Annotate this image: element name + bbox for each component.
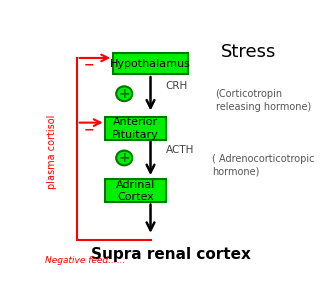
Text: plasma cortisol: plasma cortisol	[47, 114, 57, 189]
Text: CRH: CRH	[166, 81, 188, 91]
Text: +: +	[119, 87, 130, 101]
Text: +: +	[119, 151, 130, 165]
Text: ACTH: ACTH	[166, 145, 194, 155]
Text: ( Adrenocorticotropic
hormone): ( Adrenocorticotropic hormone)	[212, 154, 314, 177]
Text: Hypothalamus: Hypothalamus	[110, 59, 191, 69]
Circle shape	[116, 86, 132, 101]
Text: Stress: Stress	[221, 43, 276, 61]
Text: Adrinal
Cortex: Adrinal Cortex	[116, 180, 155, 202]
Circle shape	[116, 151, 132, 165]
Text: (Corticotropin
releasing hormone): (Corticotropin releasing hormone)	[216, 89, 311, 112]
FancyBboxPatch shape	[105, 179, 166, 202]
Text: Negative feed......: Negative feed......	[45, 256, 126, 265]
Text: Anterior
Pituitary: Anterior Pituitary	[112, 117, 159, 140]
Text: Supra renal cortex: Supra renal cortex	[91, 247, 250, 262]
Text: −: −	[84, 123, 94, 136]
FancyBboxPatch shape	[105, 117, 166, 140]
Text: −: −	[84, 58, 94, 71]
FancyBboxPatch shape	[113, 53, 188, 74]
